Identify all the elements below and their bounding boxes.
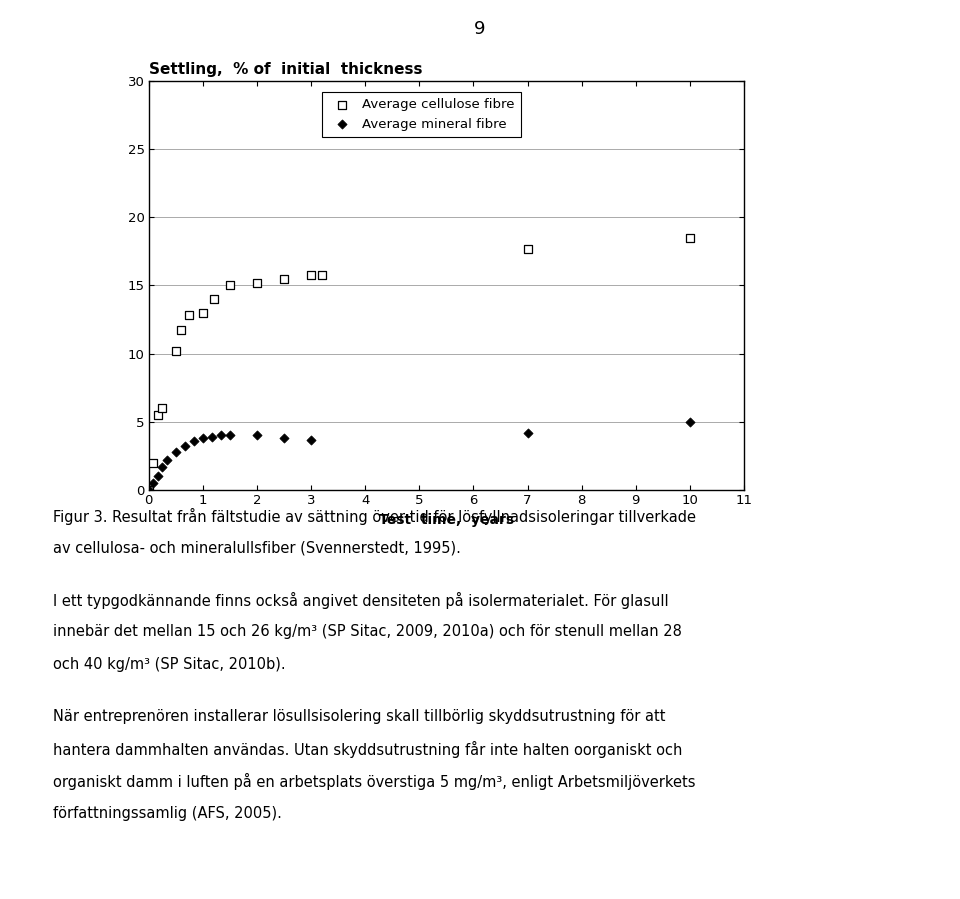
Average cellulose fibre (250, 275, 265, 289)
Average mineral fibre (276, 431, 292, 445)
Average cellulose fibre (146, 456, 161, 470)
Text: Figur 3. Resultat från fältstudie av sättning över tid för lösfyllnadsisoleringa: Figur 3. Resultat från fältstudie av sät… (53, 508, 696, 525)
Average mineral fibre (146, 476, 161, 490)
Average mineral fibre (683, 414, 698, 429)
Average mineral fibre (168, 445, 183, 459)
Average cellulose fibre (181, 308, 197, 323)
Average cellulose fibre (314, 267, 329, 281)
Average mineral fibre (151, 469, 166, 484)
Average mineral fibre (213, 428, 228, 442)
Average mineral fibre (195, 431, 210, 445)
Average cellulose fibre (303, 267, 319, 281)
Average mineral fibre (520, 425, 536, 440)
Text: av cellulosa- och mineralullsfiber (Svennerstedt, 1995).: av cellulosa- och mineralullsfiber (Sven… (53, 540, 461, 556)
Average cellulose fibre (155, 401, 170, 415)
Average cellulose fibre (195, 306, 210, 320)
Average mineral fibre (186, 433, 202, 448)
Average mineral fibre (204, 430, 220, 444)
Average mineral fibre (155, 459, 170, 474)
Average cellulose fibre (141, 483, 156, 497)
Text: innebär det mellan 15 och 26 kg/m³ (SP Sitac, 2009, 2010a) och för stenull mella: innebär det mellan 15 och 26 kg/m³ (SP S… (53, 625, 682, 639)
Average mineral fibre (250, 428, 265, 442)
Text: och 40 kg/m³ (SP Sitac, 2010b).: och 40 kg/m³ (SP Sitac, 2010b). (53, 657, 285, 672)
X-axis label: Test  time,  years: Test time, years (379, 512, 514, 527)
Text: I ett typgodkännande finns också angivet densiteten på isolermaterialet. För gla: I ett typgodkännande finns också angivet… (53, 592, 668, 610)
Text: författningssamlig (AFS, 2005).: författningssamlig (AFS, 2005). (53, 806, 281, 821)
Average mineral fibre (141, 483, 156, 497)
Text: Settling,  % of  initial  thickness: Settling, % of initial thickness (149, 62, 422, 77)
Average mineral fibre (223, 428, 238, 442)
Text: organiskt damm i luften på en arbetsplats överstiga 5 mg/m³, enligt Arbetsmiljöv: organiskt damm i luften på en arbetsplat… (53, 773, 695, 790)
Average cellulose fibre (223, 279, 238, 293)
Text: hantera dammhalten användas. Utan skyddsutrustning får inte halten oorganiskt oc: hantera dammhalten användas. Utan skydds… (53, 741, 683, 758)
Average cellulose fibre (206, 292, 222, 307)
Text: När entreprenören installerar lösullsisolering skall tillbörlig skyddsutrustning: När entreprenören installerar lösullsiso… (53, 708, 665, 724)
Average cellulose fibre (520, 242, 536, 256)
Average cellulose fibre (276, 271, 292, 286)
Average cellulose fibre (683, 230, 698, 245)
Legend: Average cellulose fibre, Average mineral fibre: Average cellulose fibre, Average mineral… (322, 92, 520, 138)
Average mineral fibre (178, 439, 193, 453)
Text: 9: 9 (474, 20, 486, 38)
Average cellulose fibre (174, 324, 189, 338)
Average mineral fibre (303, 432, 319, 447)
Average cellulose fibre (168, 343, 183, 358)
Average cellulose fibre (151, 408, 166, 423)
Average mineral fibre (159, 453, 175, 467)
